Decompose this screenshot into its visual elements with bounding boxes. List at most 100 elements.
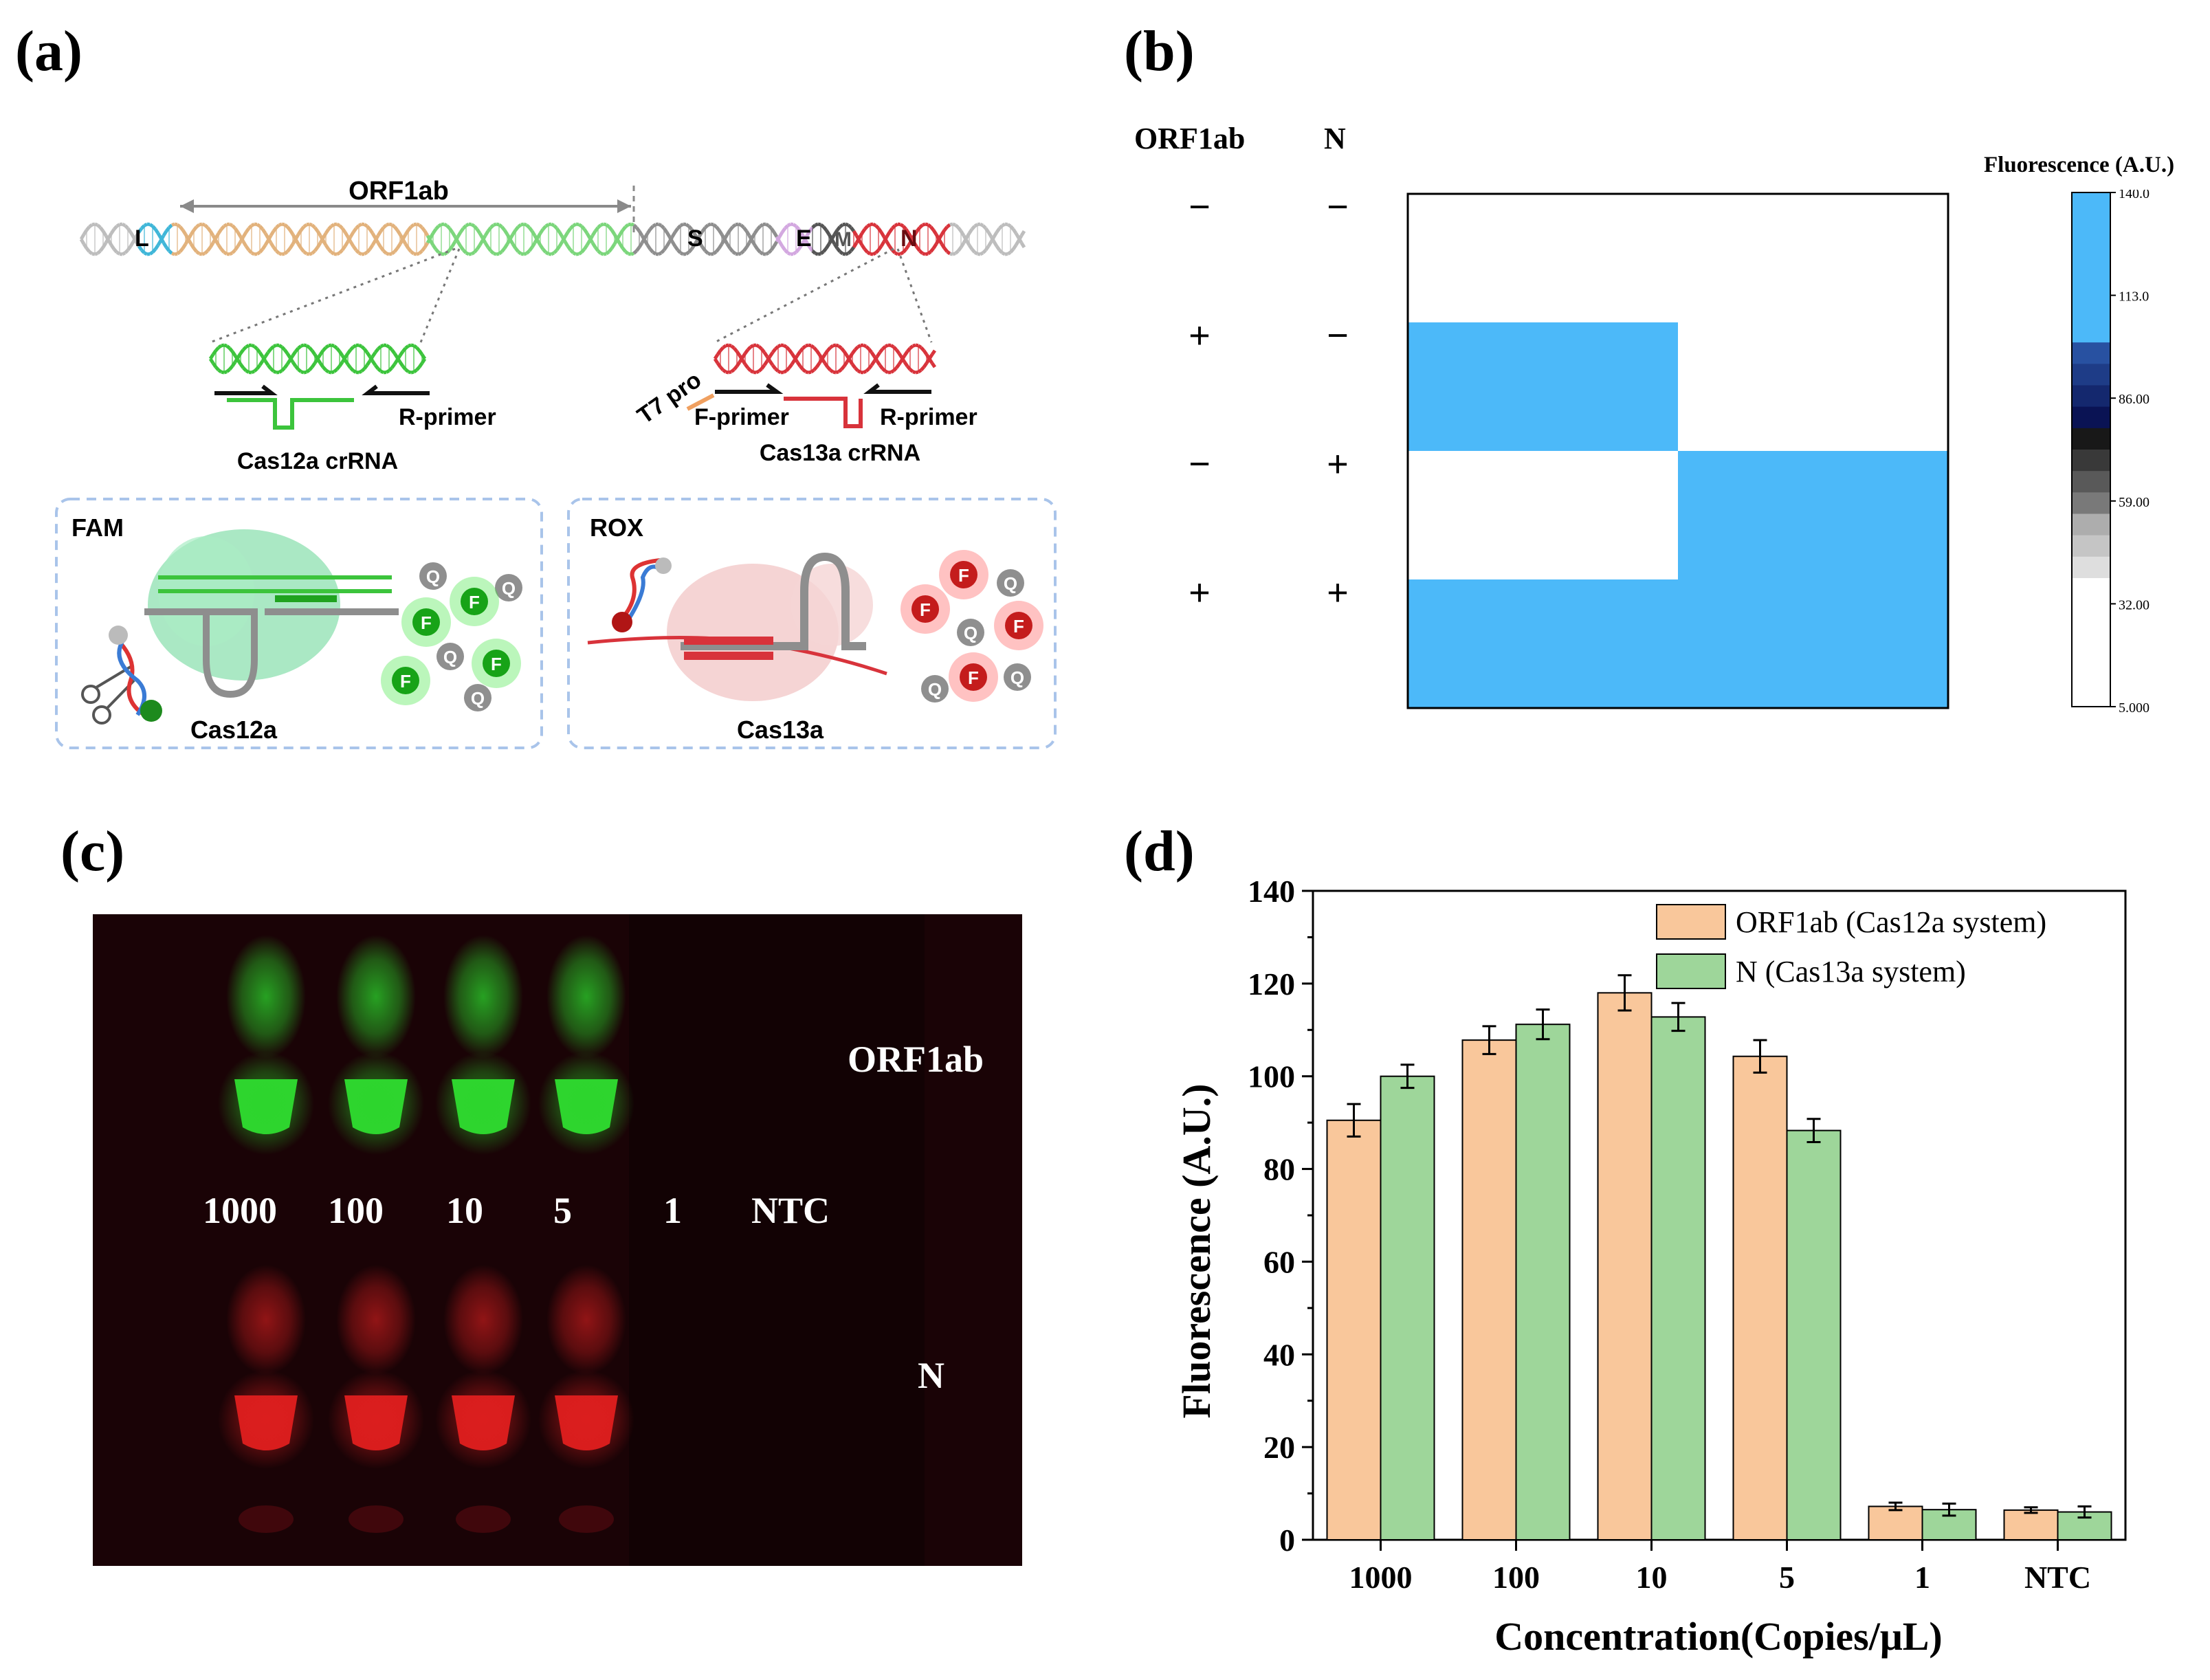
helix-strand: [822, 225, 828, 232]
helix-strand: [685, 223, 690, 228]
helix-strand: [376, 241, 383, 249]
helix-strand: [124, 249, 129, 254]
zoom-line: [896, 248, 933, 343]
helix-strand: [582, 244, 589, 250]
helix-strand: [922, 349, 929, 356]
helix-strand: [96, 250, 102, 255]
helix-strand: [376, 230, 383, 237]
helix-strand: [615, 238, 622, 245]
helix-strand: [879, 241, 886, 247]
helix-strand: [281, 222, 285, 227]
helix-strand: [538, 228, 545, 234]
rox-box-title: ROX: [590, 513, 643, 542]
helix-strand: [390, 349, 397, 355]
helix-strand: [291, 361, 298, 368]
helix-strand: [649, 247, 654, 254]
helix-strand: [802, 368, 807, 373]
helix-strand: [121, 251, 126, 256]
helix-strand: [407, 225, 412, 232]
green-tube-glow: [328, 1052, 424, 1155]
helix-strand: [884, 343, 889, 349]
helix-strand: [382, 250, 388, 255]
helix-strand: [600, 222, 604, 227]
helix-strand: [256, 223, 261, 228]
helix-strand: [415, 346, 421, 352]
gel-image: ORF1ab N 1000 100 10 5 1 NTC: [93, 914, 1022, 1566]
helix-strand: [925, 222, 929, 227]
y-tick-label: 0: [1279, 1523, 1295, 1558]
helix-strand: [830, 238, 837, 245]
colorbar-segment: [2072, 256, 2110, 279]
helix-strand: [707, 222, 711, 227]
helix-strand: [386, 222, 390, 227]
helix-strand: [715, 225, 720, 232]
heatmap-sign-orf1ab: +: [1189, 314, 1211, 356]
helix-strand: [500, 247, 506, 253]
helix-strand: [957, 226, 962, 232]
helix-strand: [217, 344, 223, 349]
helix-strand: [780, 227, 787, 234]
helix-strand: [85, 247, 91, 253]
helix-strand: [937, 238, 944, 245]
reporter-bubble: [1004, 663, 1031, 691]
helix-strand: [311, 250, 316, 255]
helix-strand: [88, 223, 93, 228]
helix-strand: [762, 351, 769, 358]
y-tick-label: 20: [1263, 1430, 1295, 1465]
helix-strand: [753, 244, 760, 250]
helix-strand: [365, 351, 372, 358]
helix-strand: [957, 246, 962, 252]
helix-strand: [324, 368, 330, 374]
helix-strand: [915, 370, 919, 375]
helix-strand: [225, 344, 231, 350]
helix-strand: [673, 227, 680, 234]
helix-strand: [275, 250, 280, 255]
helix-strand: [912, 230, 919, 237]
helix-strand: [300, 225, 305, 232]
zoom-line: [210, 247, 456, 344]
cas12-crrna-line: [227, 398, 354, 430]
helix-strand: [250, 369, 256, 375]
helix-strand: [363, 223, 368, 228]
helix-strand: [382, 223, 388, 229]
x-tick-label: 5: [1779, 1560, 1795, 1595]
helix-strand: [134, 241, 141, 247]
helix-strand: [597, 250, 602, 255]
helix-strand: [244, 245, 251, 252]
helix-strand: [220, 225, 225, 231]
helix-strand: [335, 346, 341, 353]
heatmap-sign-orf1ab: +: [1189, 571, 1211, 613]
heatmap: [1406, 192, 1949, 709]
scissors-icon: [81, 665, 135, 725]
helix-strand: [208, 357, 215, 364]
helix-strand: [192, 247, 198, 253]
helix-strand: [208, 353, 215, 360]
helix-strand: [992, 231, 999, 238]
helix-strand: [805, 241, 812, 249]
helix-strand: [272, 343, 278, 349]
gel-tubes: [218, 914, 925, 1566]
helix-strand: [250, 222, 256, 228]
red-tube-glow: [538, 1370, 634, 1469]
helix-strand: [813, 346, 818, 352]
helix-strand: [962, 234, 969, 242]
cas12-target-dna: [158, 575, 392, 593]
helix-strand: [417, 349, 424, 356]
red-tube-cap: [546, 1265, 626, 1375]
helix-strand: [755, 369, 760, 375]
helix-strand: [360, 345, 366, 351]
helix-strand: [395, 243, 402, 250]
helix-strand: [862, 343, 868, 349]
helix-strand: [124, 224, 129, 230]
red-tube-cap: [336, 1265, 416, 1375]
helix-strand: [203, 250, 209, 255]
helix-strand: [553, 224, 558, 230]
helix-strand: [731, 250, 737, 256]
heatmap-sign-n: +: [1327, 571, 1349, 613]
helix-strand: [767, 224, 773, 230]
helix-strand: [445, 224, 451, 230]
helix-strand: [603, 222, 607, 227]
heatmap-sign-n: −: [1327, 186, 1349, 228]
helix-strand: [340, 354, 347, 361]
helix-strand: [256, 250, 261, 256]
